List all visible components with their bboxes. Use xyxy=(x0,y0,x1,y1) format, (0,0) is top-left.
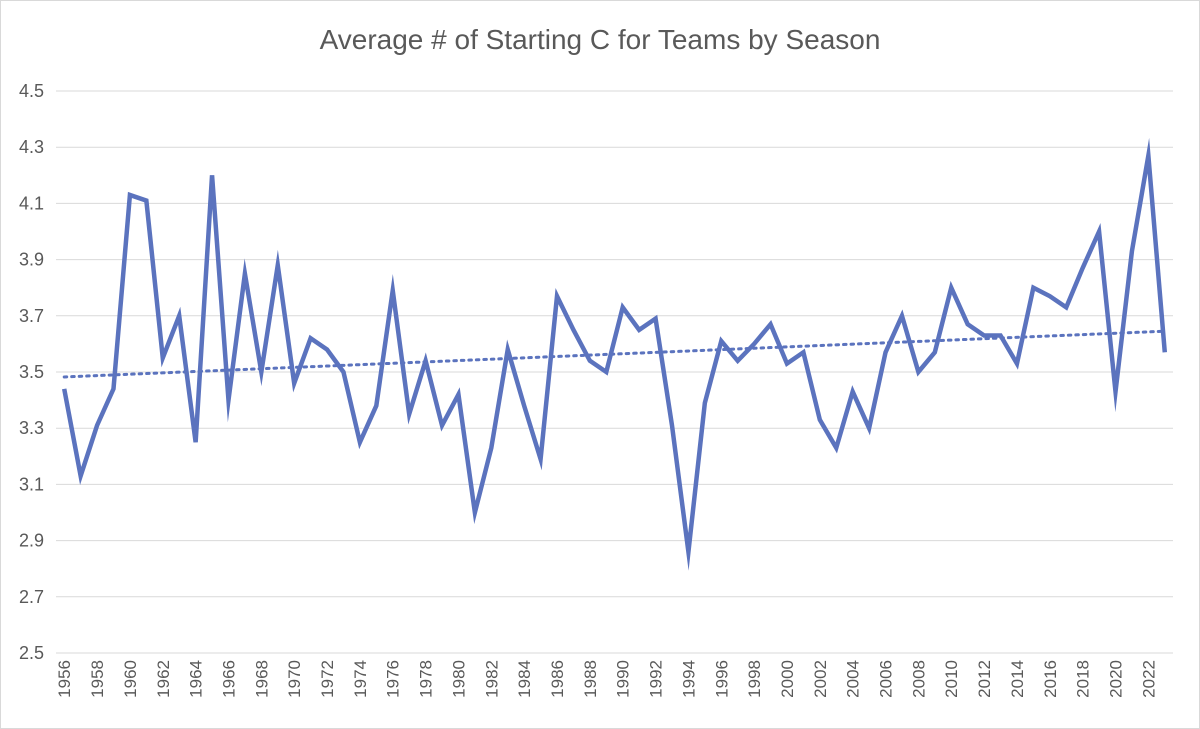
x-tick-label: 1970 xyxy=(285,660,304,698)
x-tick-label: 2000 xyxy=(778,660,797,698)
y-tick-label: 2.7 xyxy=(19,587,44,607)
trendline xyxy=(62,329,1167,379)
y-tick-label: 4.5 xyxy=(19,81,44,101)
y-tick-label: 2.5 xyxy=(19,643,44,663)
x-tick-label: 2008 xyxy=(909,660,928,698)
y-tick-label: 3.7 xyxy=(19,306,44,326)
x-tick-label: 1962 xyxy=(154,660,173,698)
x-tick-label: 2018 xyxy=(1074,660,1093,698)
x-tick-label: 2014 xyxy=(1008,660,1027,698)
x-tick-label: 1998 xyxy=(745,660,764,698)
x-tick-label: 1964 xyxy=(187,660,206,698)
x-tick-label: 1968 xyxy=(252,660,271,698)
chart-title: Average # of Starting C for Teams by Sea… xyxy=(319,24,881,55)
x-tick-label: 2020 xyxy=(1107,660,1126,698)
x-tick-label: 2004 xyxy=(844,660,863,698)
x-tick-label: 2016 xyxy=(1041,660,1060,698)
x-tick-label: 1986 xyxy=(548,660,567,698)
y-tick-label: 2.9 xyxy=(19,531,44,551)
x-tick-label: 2006 xyxy=(877,660,896,698)
x-tick-label: 1974 xyxy=(351,660,370,698)
trendline-layer xyxy=(62,329,1167,379)
x-tick-label: 1958 xyxy=(88,660,107,698)
x-tick-label: 1956 xyxy=(55,660,74,698)
x-tick-label: 1966 xyxy=(219,660,238,698)
y-axis-tick-labels: 2.5 2.7 2.9 3.1 3.3 3.5 3.7 3.9 4.1 4.3 4.5 xyxy=(19,81,44,663)
x-tick-label: 2010 xyxy=(942,660,961,698)
series-layer xyxy=(61,137,1168,571)
x-tick-label: 1982 xyxy=(482,660,501,698)
x-tick-label: 1994 xyxy=(679,660,698,698)
x-tick-label: 1960 xyxy=(121,660,140,698)
y-tick-label: 3.1 xyxy=(19,474,44,494)
x-tick-label: 2022 xyxy=(1139,660,1158,698)
x-tick-label: 1988 xyxy=(581,660,600,698)
y-tick-label: 3.5 xyxy=(19,362,44,382)
x-tick-label: 1990 xyxy=(614,660,633,698)
x-tick-label: 2012 xyxy=(975,660,994,698)
x-axis-tick-labels: 1956 1958 1960 1962 1964 1966 1968 1970 1972 1974… xyxy=(55,660,1158,698)
x-tick-label: 1972 xyxy=(318,660,337,698)
x-tick-label: 1984 xyxy=(515,660,534,698)
x-tick-label: 2002 xyxy=(811,660,830,698)
series-line xyxy=(61,137,1168,571)
x-tick-label: 1978 xyxy=(417,660,436,698)
gridlines xyxy=(56,90,1173,654)
x-tick-label: 1992 xyxy=(647,660,666,698)
y-tick-label: 4.1 xyxy=(19,193,44,213)
y-tick-label: 3.9 xyxy=(19,250,44,270)
x-tick-label: 1996 xyxy=(712,660,731,698)
y-tick-label: 4.3 xyxy=(19,137,44,157)
y-tick-label: 3.3 xyxy=(19,418,44,438)
x-tick-label: 1980 xyxy=(449,660,468,698)
x-tick-label: 1976 xyxy=(384,660,403,698)
